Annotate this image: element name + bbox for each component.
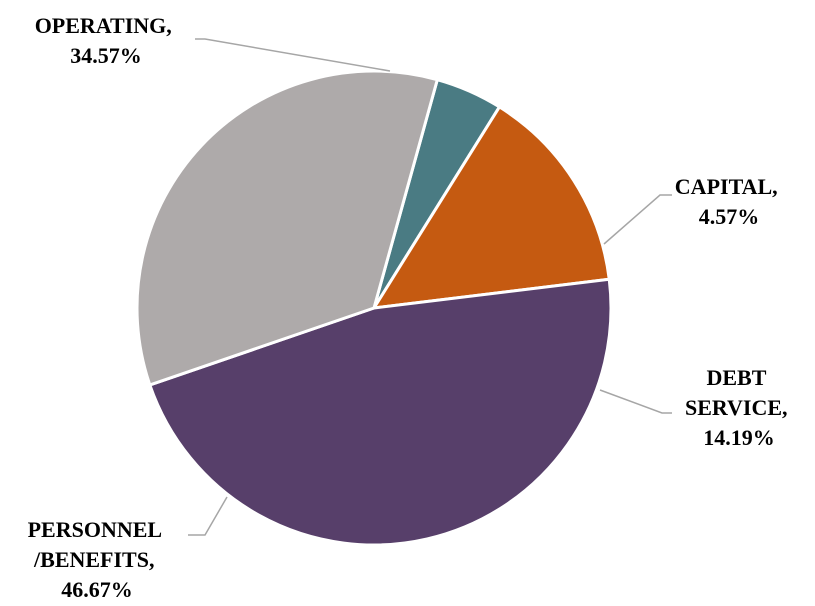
data-label-debt-service: DEBT SERVICE, 14.19%: [685, 365, 793, 450]
leader-line-capital: [603, 194, 672, 245]
data-label-personnel: PERSONNEL /BENEFITS, 46.67%: [28, 517, 167, 602]
data-label-operating-value: 34.57%: [70, 43, 142, 68]
data-label-capital-name: CAPITAL,: [675, 174, 778, 199]
pie-slices: [135, 69, 613, 547]
data-label-capital-value: 4.57%: [699, 204, 760, 229]
data-label-personnel-value: 46.67%: [61, 577, 133, 602]
leader-lines: [188, 38, 672, 536]
data-label-operating: OPERATING, 34.57%: [35, 13, 178, 68]
data-label-debt-service-name-1: DEBT: [706, 365, 766, 390]
data-label-operating-name: OPERATING,: [35, 13, 172, 38]
data-label-personnel-name-1: PERSONNEL: [28, 517, 162, 542]
leader-line-personnel: [188, 496, 228, 536]
data-label-debt-service-name-2: SERVICE,: [685, 395, 788, 420]
leader-line-debt-service: [599, 389, 672, 414]
data-label-personnel-name-2: /BENEFITS,: [33, 547, 154, 572]
pie-slice-operating: [135, 69, 439, 387]
data-label-capital: CAPITAL, 4.57%: [675, 174, 783, 229]
pie-slice-debt-service: [372, 105, 611, 310]
leader-line-operating: [195, 38, 391, 72]
data-label-debt-service-value: 14.19%: [703, 425, 775, 450]
